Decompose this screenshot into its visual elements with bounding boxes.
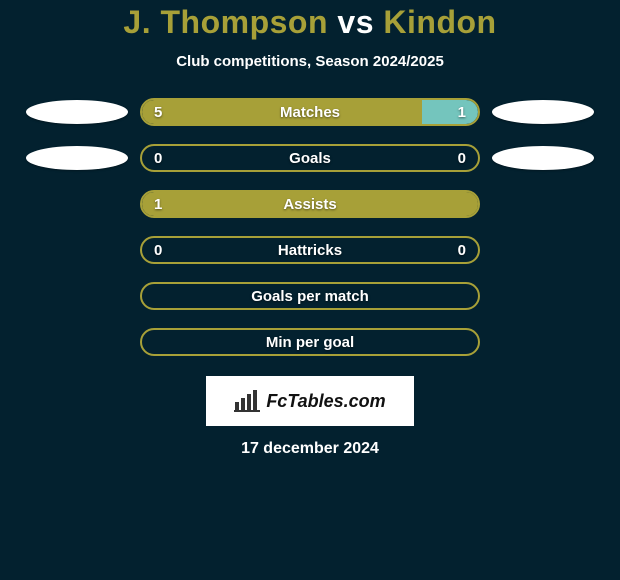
vs-text: vs [337, 4, 374, 40]
logo-text: FcTables.com [266, 391, 385, 412]
stat-bar: Goals per match [140, 282, 480, 310]
subtitle: Club competitions, Season 2024/2025 [0, 53, 620, 70]
bar-chart-icon [234, 390, 260, 412]
spacer [492, 330, 594, 354]
stat-label: Assists [142, 192, 478, 216]
player1-shadow-ellipse [26, 146, 128, 170]
spacer [492, 192, 594, 216]
stat-row: 00Hattricks [0, 236, 620, 264]
stat-bar: 00Goals [140, 144, 480, 172]
stat-label: Min per goal [142, 330, 478, 354]
stat-label: Goals [142, 146, 478, 170]
stat-row: 00Goals [0, 144, 620, 172]
stat-row: Goals per match [0, 282, 620, 310]
stat-rows: 51Matches 00Goals 1Assists 00Hattricks Goals… [0, 98, 620, 356]
logo-box: FcTables.com [206, 376, 414, 426]
stat-row: Min per goal [0, 328, 620, 356]
stat-row: 1Assists [0, 190, 620, 218]
player2-shadow-ellipse [492, 146, 594, 170]
comparison-infographic: J. Thompson vs Kindon Club competitions,… [0, 0, 620, 580]
stat-label: Hattricks [142, 238, 478, 262]
stat-bar: 51Matches [140, 98, 480, 126]
player1-name: J. Thompson [123, 4, 328, 40]
stat-label: Goals per match [142, 284, 478, 308]
stat-bar: 1Assists [140, 190, 480, 218]
spacer [26, 330, 128, 354]
spacer [492, 238, 594, 262]
player1-shadow-ellipse [26, 100, 128, 124]
stat-label: Matches [142, 100, 478, 124]
page-title: J. Thompson vs Kindon [0, 4, 620, 41]
player2-shadow-ellipse [492, 100, 594, 124]
date-text: 17 december 2024 [0, 440, 620, 458]
spacer [26, 284, 128, 308]
spacer [26, 192, 128, 216]
stat-row: 51Matches [0, 98, 620, 126]
stat-bar: Min per goal [140, 328, 480, 356]
spacer [492, 284, 594, 308]
player2-name: Kindon [383, 4, 496, 40]
stat-bar: 00Hattricks [140, 236, 480, 264]
spacer [26, 238, 128, 262]
